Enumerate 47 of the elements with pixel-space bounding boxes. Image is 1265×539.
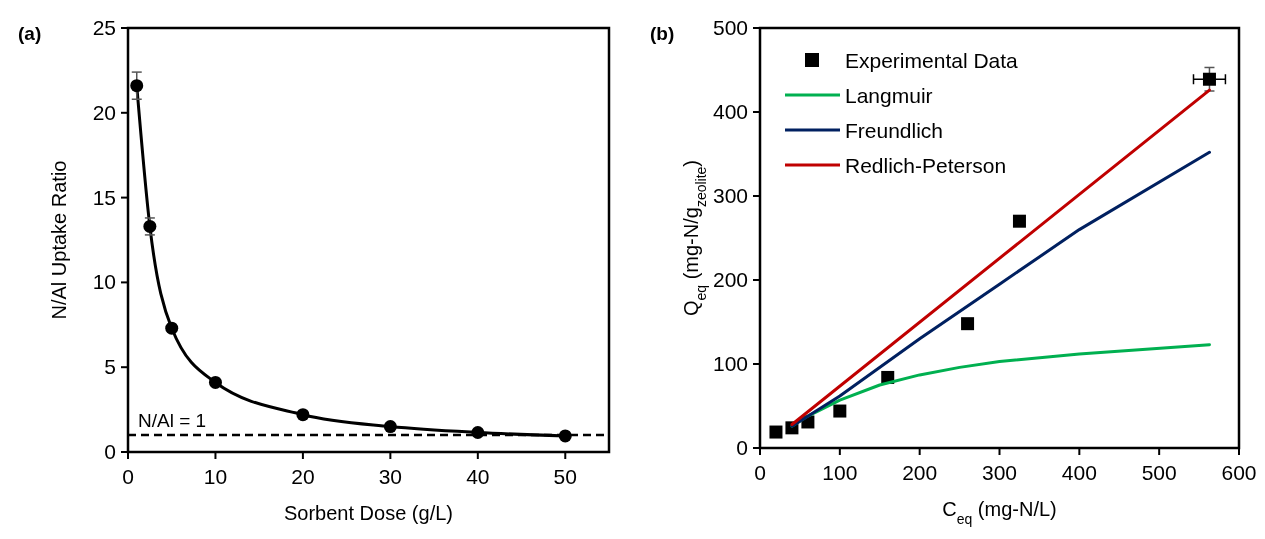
x-axis-title: Sorbent Dose (g/L) [284,502,453,524]
x-tick-label: 200 [902,461,938,484]
y-tick-label: 0 [736,436,748,459]
legend-label: Redlich-Peterson [845,154,1007,177]
point [769,425,783,439]
chart-title: (b) [650,23,675,44]
y-tick-label: 400 [712,100,748,123]
x-tick-label: 300 [981,461,1018,484]
x-tick-label: 400 [1061,461,1097,484]
point [165,321,179,335]
y-tick-label: 5 [104,355,116,379]
point [1202,72,1216,86]
point [383,420,397,434]
x-tick-label: 20 [291,465,315,488]
x-tick-label: 30 [378,465,403,488]
y-tick-label: 300 [712,184,748,207]
chart-title: (a) [18,23,42,44]
x-tick-label: 0 [754,461,766,484]
point [208,375,222,389]
y-tick-label: 25 [92,16,116,39]
x-axis-title: C$_{eq}$ (mg-N/L) [942,498,1057,527]
point [1012,214,1026,228]
legend-label: Experimental Data [845,49,1019,72]
x-tick-label: 10 [203,465,228,488]
y-axis-title: N/Al Uptake Ratio [48,160,70,320]
x-tick-label: 40 [466,465,490,488]
x-tick-label: 50 [553,465,577,488]
y-tick-label: 200 [712,268,748,291]
point [961,317,975,331]
y-tick-label: 15 [92,185,116,209]
point [130,79,144,93]
y-tick-label: 10 [92,270,116,294]
y-tick-label: 500 [712,16,748,39]
y-tick-label: 20 [92,100,116,124]
point [471,426,485,439]
legend-label: Freundlich [845,119,944,142]
legend-label: Langmuir [845,84,933,107]
point [833,404,847,418]
x-tick-label: 500 [1141,461,1177,484]
y-tick-label: 100 [712,352,748,375]
x-tick-label: 0 [122,465,134,488]
x-tick-label: 100 [822,461,858,484]
point [558,429,572,443]
point [296,408,310,422]
ref-line-label: N/Al = 1 [138,410,207,432]
y-tick-label: 0 [104,440,116,463]
x-tick-label: 600 [1221,461,1257,484]
